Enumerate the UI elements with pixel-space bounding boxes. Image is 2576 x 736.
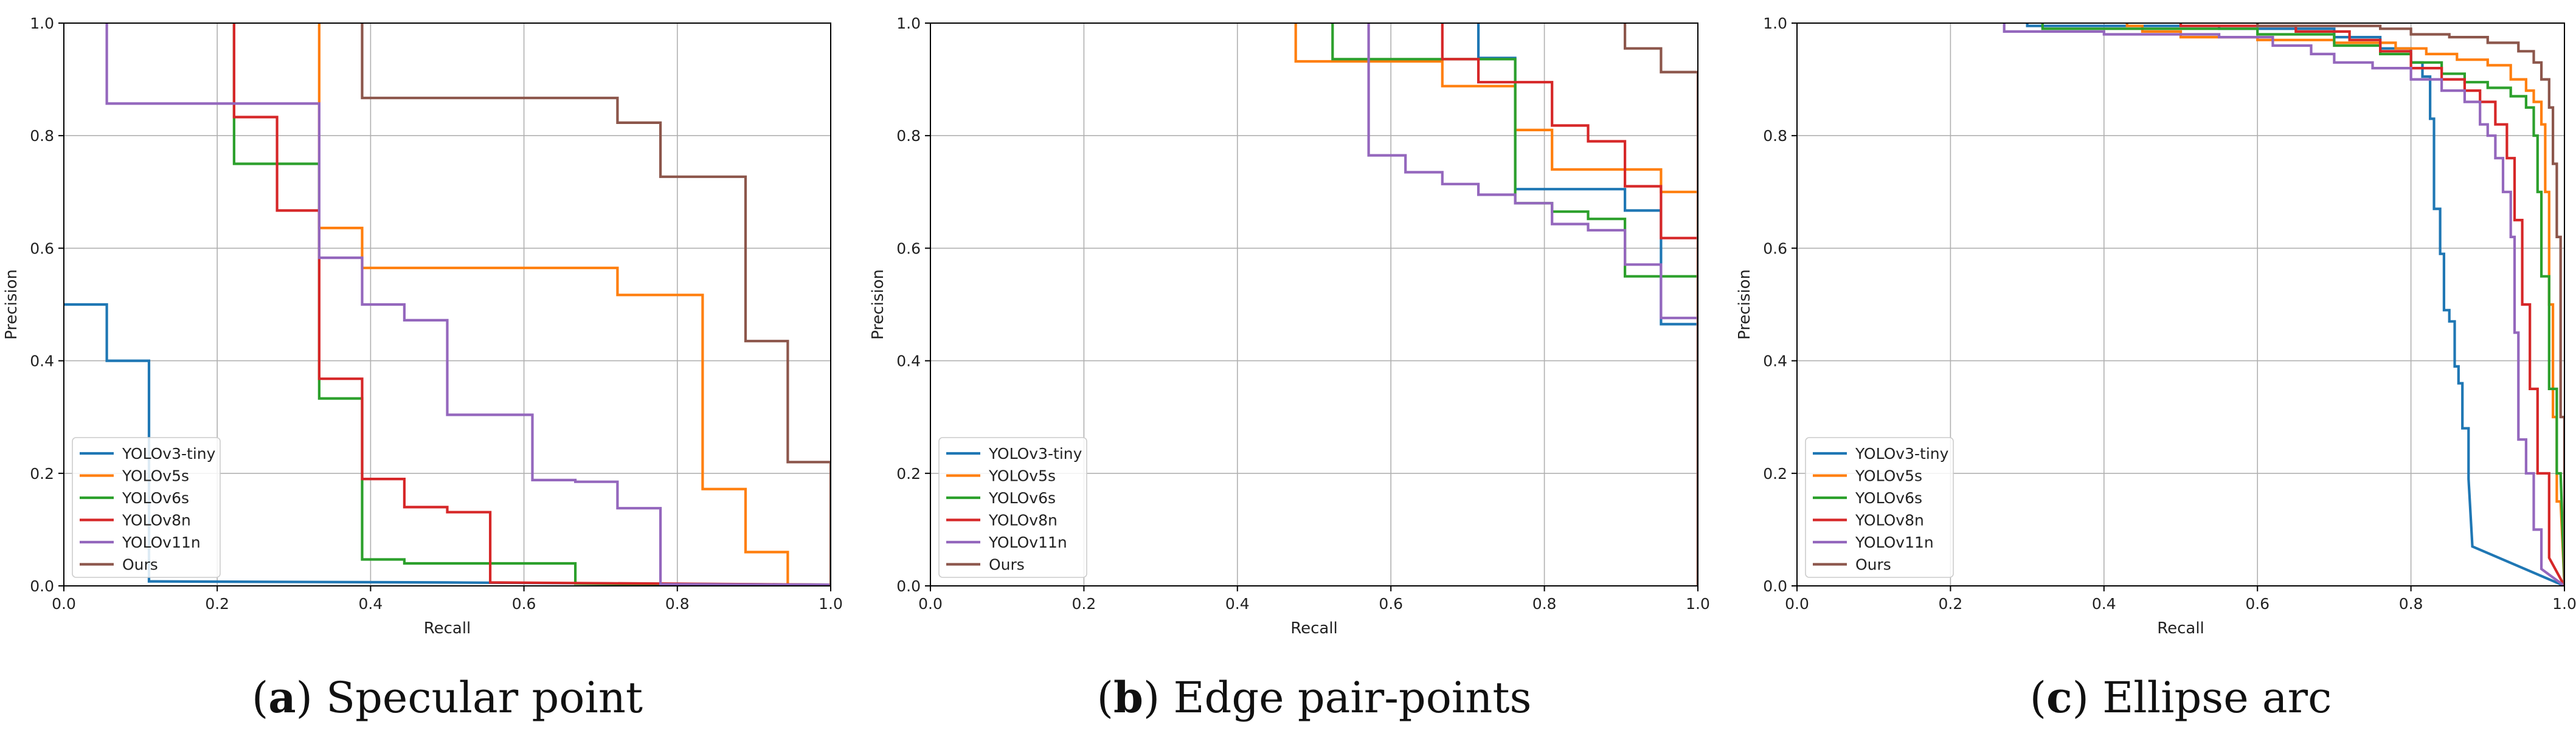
y-tick-label: 1.0	[1763, 15, 1787, 32]
legend-label-yolov3-tiny: YOLOv3-tiny	[122, 445, 216, 463]
legend-label-yolov11n: YOLOv11n	[122, 534, 201, 551]
legend-label-yolov8n: YOLOv8n	[988, 512, 1058, 529]
y-tick-label: 0.6	[30, 239, 54, 257]
legend-label-yolov8n: YOLOv8n	[1855, 512, 1924, 529]
legend: YOLOv3-tiny YOLOv5s YOLOv6s YOLOv8n YOLOv11n…	[1805, 437, 1954, 578]
y-tick-label: 0.2	[30, 465, 54, 483]
x-tick-label: 0.0	[1785, 595, 1809, 613]
subfigure-caption: (c) Ellipse arc	[2030, 672, 2332, 723]
x-tick-label: 1.0	[819, 595, 843, 613]
y-tick-label: 0.8	[896, 127, 921, 145]
plot-frame	[930, 22, 1698, 586]
x-tick-label: 0.2	[205, 595, 229, 613]
legend-label-yolov3-tiny: YOLOv3-tiny	[1855, 445, 1949, 463]
y-tick-label: 0.6	[896, 239, 921, 257]
y-tick-label: 0.2	[1763, 465, 1787, 483]
x-tick-label: 1.0	[1686, 595, 1710, 613]
series-line-ours	[2256, 23, 2564, 586]
x-tick-label: 0.6	[1379, 595, 1403, 613]
y-tick-label: 0.6	[1763, 239, 1787, 257]
x-tick-label: 0.4	[359, 595, 383, 613]
series-line-yolov5s	[1294, 23, 1698, 586]
y-tick-label: 0.0	[1763, 577, 1787, 595]
legend-label-yolov6s: YOLOv6s	[1855, 489, 1922, 507]
x-axis-label: Recall	[2157, 619, 2204, 638]
chart-panel-c: 0.0 0.2 0.4 0.6 0.8 1.0 0.0 0.2 0.4 0.6 0.8 1.0 Reca…	[1736, 15, 2576, 723]
x-tick-label: 0.4	[2092, 595, 2116, 613]
x-tick-label: 0.8	[2399, 595, 2423, 613]
series-line-yolov6s	[2041, 23, 2564, 586]
legend-label-ours: Ours	[989, 556, 1025, 574]
y-tick-label: 0.0	[30, 577, 54, 595]
x-tick-label: 0.8	[1532, 595, 1557, 613]
series-line-yolov11n	[1367, 23, 1698, 586]
series-line-yolov6s	[232, 23, 831, 586]
legend-label-yolov11n: YOLOv11n	[1855, 534, 1934, 551]
y-tick-label: 1.0	[30, 15, 54, 32]
y-tick-label: 0.4	[30, 353, 54, 370]
y-tick-label: 1.0	[896, 15, 921, 32]
y-tick-label: 0.4	[1763, 353, 1787, 370]
x-axis-label: Recall	[1290, 619, 1338, 638]
series-line-yolov8n	[1441, 23, 1698, 586]
legend: YOLOv3-tiny YOLOv5s YOLOv6s YOLOv8n YOLOv11n…	[72, 437, 221, 578]
y-tick-label: 0.0	[896, 577, 921, 595]
x-tick-label: 0.8	[665, 595, 690, 613]
x-tick-label: 0.6	[512, 595, 536, 613]
y-tick-label: 0.2	[896, 465, 921, 483]
x-tick-label: 0.4	[1225, 595, 1250, 613]
chart-panel-a: 0.0 0.2 0.4 0.6 0.8 1.0 0.0 0.2 0.4 0.6 0.8 1.0 Reca…	[2, 15, 843, 723]
legend-label-yolov5s: YOLOv5s	[1855, 467, 1922, 485]
chart-panel-b: 0.0 0.2 0.4 0.6 0.8 1.0 0.0 0.2 0.4 0.6 0.8 1.0 Reca…	[869, 15, 1710, 723]
legend-label-yolov3-tiny: YOLOv3-tiny	[988, 445, 1082, 463]
x-tick-label: 0.2	[1072, 595, 1096, 613]
series-line-yolov6s	[1331, 23, 1698, 586]
series-group	[64, 23, 831, 586]
legend-label-ours: Ours	[1855, 556, 1891, 574]
legend-label-yolov5s: YOLOv5s	[988, 467, 1056, 485]
series-line-yolov3-tiny	[2026, 23, 2564, 586]
y-axis-label: Precision	[2, 269, 21, 340]
x-tick-label: 0.0	[52, 595, 76, 613]
series-line-yolov11n	[105, 23, 831, 586]
x-tick-label: 1.0	[2552, 595, 2576, 613]
series-line-yolov8n	[232, 23, 831, 586]
y-tick-label: 0.8	[1763, 127, 1787, 145]
series-line-ours	[1624, 23, 1698, 586]
plot-frame	[1796, 22, 2565, 586]
y-tick-label: 0.8	[30, 127, 54, 145]
x-tick-label: 0.6	[2245, 595, 2270, 613]
series-group	[2003, 23, 2564, 586]
series-line-ours	[361, 23, 831, 586]
legend: YOLOv3-tiny YOLOv5s YOLOv6s YOLOv8n YOLOv11n…	[938, 437, 1087, 578]
y-tick-label: 0.4	[896, 353, 921, 370]
series-line-yolov3-tiny	[1477, 23, 1698, 586]
legend-label-yolov6s: YOLOv6s	[122, 489, 189, 507]
legend-label-yolov6s: YOLOv6s	[988, 489, 1056, 507]
x-axis-label: Recall	[424, 619, 471, 638]
x-tick-label: 0.0	[918, 595, 943, 613]
legend-label-yolov11n: YOLOv11n	[988, 534, 1067, 551]
series-line-yolov8n	[2179, 23, 2564, 586]
legend-label-yolov5s: YOLOv5s	[122, 467, 189, 485]
legend-label-ours: Ours	[122, 556, 158, 574]
y-axis-label: Precision	[1736, 269, 1754, 340]
legend-label-yolov8n: YOLOv8n	[122, 512, 191, 529]
series-group	[1294, 23, 1698, 586]
y-axis-label: Precision	[869, 269, 887, 340]
subfigure-caption: (b) Edge pair-points	[1097, 672, 1532, 723]
series-line-yolov3-tiny	[64, 303, 831, 586]
series-line-yolov5s	[317, 23, 789, 585]
x-tick-label: 0.2	[1939, 595, 1963, 613]
subfigure-caption: (a) Specular point	[252, 672, 643, 723]
plot-frame	[63, 22, 831, 586]
series-line-yolov5s	[2125, 23, 2564, 586]
series-line-yolov11n	[2003, 23, 2564, 586]
